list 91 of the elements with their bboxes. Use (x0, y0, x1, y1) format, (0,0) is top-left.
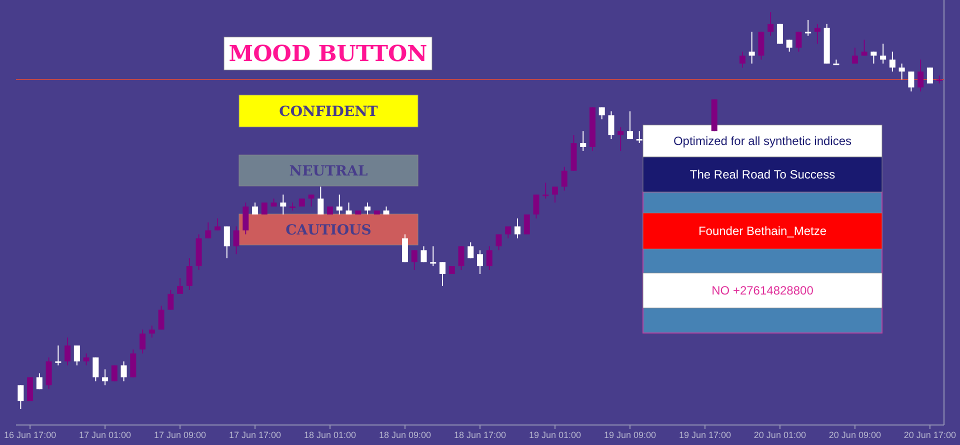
x-tick-label: 20 Jun 17:00 (904, 430, 956, 440)
candlestick (224, 226, 230, 259)
candlestick (74, 344, 80, 366)
candlestick (214, 218, 221, 231)
candlestick (552, 186, 558, 204)
annotation: NEUTRAL (289, 163, 368, 180)
candlestick (233, 226, 240, 255)
candlestick (168, 289, 174, 310)
annotation: Founder Bethain_Metze (698, 224, 827, 238)
candlestick (83, 352, 90, 366)
candlestick (468, 242, 474, 259)
candlestick (186, 258, 192, 290)
candlestick (242, 202, 249, 235)
candlestick (55, 344, 62, 366)
candlestick (608, 110, 614, 140)
candlestick (430, 246, 436, 267)
candlestick (739, 51, 746, 68)
annotation: NO +27614828800 (712, 284, 814, 298)
candlestick (514, 218, 520, 239)
candlestick (92, 356, 99, 382)
x-tick-label: 17 Jun 01:00 (79, 430, 132, 440)
candlestick (898, 63, 905, 80)
x-tick-label: 19 Jun 09:00 (604, 430, 656, 440)
candlestick (477, 250, 483, 275)
x-tick-label: 18 Jun 01:00 (304, 430, 356, 440)
candlestick (486, 246, 492, 271)
x-tick-label: 19 Jun 01:00 (528, 430, 582, 440)
candlestick (805, 19, 812, 36)
candlestick (524, 214, 530, 235)
candlestick (346, 202, 352, 215)
annotation: The Real Road To Success (690, 168, 836, 182)
candlestick (796, 31, 802, 52)
candlestick (261, 202, 268, 215)
candlestick (318, 186, 324, 215)
candlestick (580, 130, 586, 152)
annotation: CAUTIOUS (286, 222, 372, 238)
x-tick-label: 18 Jun 17:00 (454, 430, 506, 440)
candlestick (440, 262, 446, 286)
candlestick (908, 71, 914, 92)
candlestick (140, 329, 146, 354)
candlestick (880, 43, 886, 64)
candlestick (158, 305, 164, 330)
candlestick (626, 110, 633, 140)
x-tick-label: 19 Jun 17:00 (678, 430, 731, 440)
candlestick (148, 325, 155, 338)
candlestick (308, 194, 314, 208)
x-tick-label: 20 Jun 09:00 (828, 430, 881, 440)
annotation: MOOD BUTTON (228, 41, 428, 68)
annotation: Optimized for all synthetic indices (673, 134, 852, 148)
candlestick (926, 67, 933, 84)
candlestick (27, 376, 34, 402)
candlestick (411, 250, 418, 271)
candlestick (748, 31, 755, 64)
candlestick (852, 47, 858, 64)
candlestick (420, 246, 427, 263)
candlestick (102, 368, 108, 386)
candlestick (496, 234, 502, 251)
candlestick (758, 31, 764, 60)
x-tick-label: 17 Jun 17:00 (229, 430, 282, 440)
candlestick (861, 39, 868, 56)
candlestick (64, 337, 71, 366)
candlestick (36, 372, 42, 390)
annotation: CONFIDENT (279, 104, 378, 120)
candlestick (46, 356, 52, 390)
candlestick (889, 51, 896, 72)
candlestick (205, 222, 212, 239)
candlestick (336, 194, 342, 215)
candlestick (814, 23, 820, 44)
candlestick (776, 23, 783, 44)
x-tick-label: 17 Jun 09:00 (154, 430, 206, 440)
candlestick (768, 12, 774, 36)
candlestick (918, 59, 924, 92)
candlestick (636, 130, 642, 144)
candlestick (18, 384, 24, 410)
candlestick (561, 166, 568, 192)
candlestick (280, 194, 286, 215)
candlestick (177, 277, 184, 294)
x-tick-label: 18 Jun 09:00 (378, 430, 432, 440)
candlestick (533, 194, 540, 219)
candlestick (542, 182, 549, 200)
candlestick (618, 126, 624, 152)
x-tick-label: 16 Jun 17:00 (4, 430, 56, 440)
candlestick (252, 202, 258, 215)
candlestick (402, 234, 408, 263)
candlestick (870, 51, 877, 64)
candlestick (833, 59, 840, 66)
candlestick (458, 246, 464, 271)
candlestick (130, 348, 136, 378)
candlestick (120, 360, 127, 382)
candlestick (364, 202, 371, 215)
x-tick-label: 20 Jun 01:00 (754, 430, 806, 440)
